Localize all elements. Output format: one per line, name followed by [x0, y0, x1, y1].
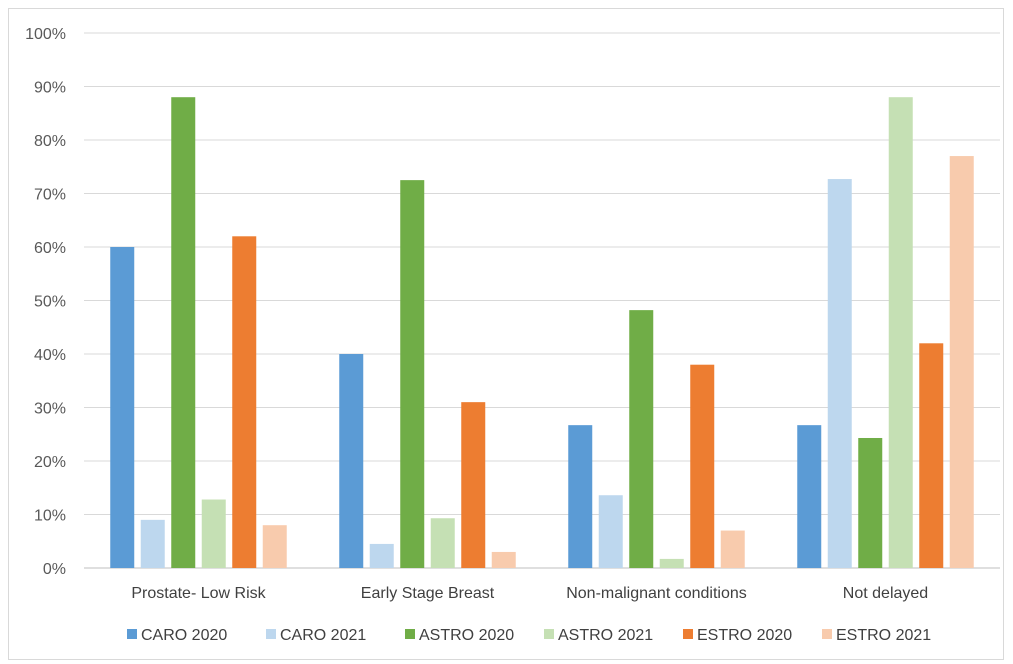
- bar: [949, 156, 974, 569]
- y-tick-label: 50%: [34, 294, 66, 311]
- bar: [491, 551, 516, 568]
- legend-swatch: [544, 629, 554, 639]
- x-tick-label: Early Stage Breast: [361, 585, 495, 602]
- legend-swatch: [822, 629, 832, 639]
- y-tick-label: 0%: [43, 561, 66, 578]
- y-tick-label: 80%: [34, 133, 66, 150]
- bar: [888, 97, 913, 568]
- legend-label: ASTRO 2020: [419, 627, 514, 644]
- bar: [369, 543, 394, 568]
- y-tick-label: 30%: [34, 401, 66, 418]
- bar: [232, 236, 257, 569]
- legend-swatch: [266, 629, 276, 639]
- legend-label: ESTRO 2021: [836, 627, 931, 644]
- bar: [171, 97, 196, 568]
- bar: [400, 180, 425, 568]
- bar: [690, 364, 715, 568]
- legend-swatch: [683, 629, 693, 639]
- y-tick-label: 40%: [34, 347, 66, 364]
- bar: [430, 518, 455, 568]
- bar: [262, 525, 287, 568]
- bar: [461, 402, 486, 568]
- bar: [629, 310, 654, 568]
- bar: [339, 354, 364, 568]
- bar: [598, 495, 623, 568]
- x-tick-label: Prostate- Low Risk: [131, 585, 266, 602]
- y-tick-label: 20%: [34, 454, 66, 471]
- bar: [919, 343, 944, 568]
- y-tick-label: 10%: [34, 508, 66, 525]
- bar: [797, 425, 822, 568]
- x-tick-label: Non-malignant conditions: [566, 585, 747, 602]
- bar: [659, 558, 684, 568]
- bar: [110, 247, 135, 568]
- y-tick-label: 70%: [34, 187, 66, 204]
- y-tick-label: 90%: [34, 80, 66, 97]
- bar: [201, 499, 226, 568]
- bar: [140, 519, 165, 568]
- bar: [720, 530, 745, 568]
- legend-swatch: [127, 629, 137, 639]
- legend-swatch: [405, 629, 415, 639]
- y-tick-label: 100%: [25, 26, 66, 43]
- bar: [858, 437, 883, 568]
- y-tick-label: 60%: [34, 240, 66, 257]
- bar: [568, 425, 593, 568]
- legend-label: CARO 2021: [280, 627, 366, 644]
- legend-label: ASTRO 2021: [558, 627, 653, 644]
- legend-label: ESTRO 2020: [697, 627, 792, 644]
- bar: [827, 179, 852, 568]
- legend-label: CARO 2020: [141, 627, 227, 644]
- x-tick-label: Not delayed: [843, 585, 928, 602]
